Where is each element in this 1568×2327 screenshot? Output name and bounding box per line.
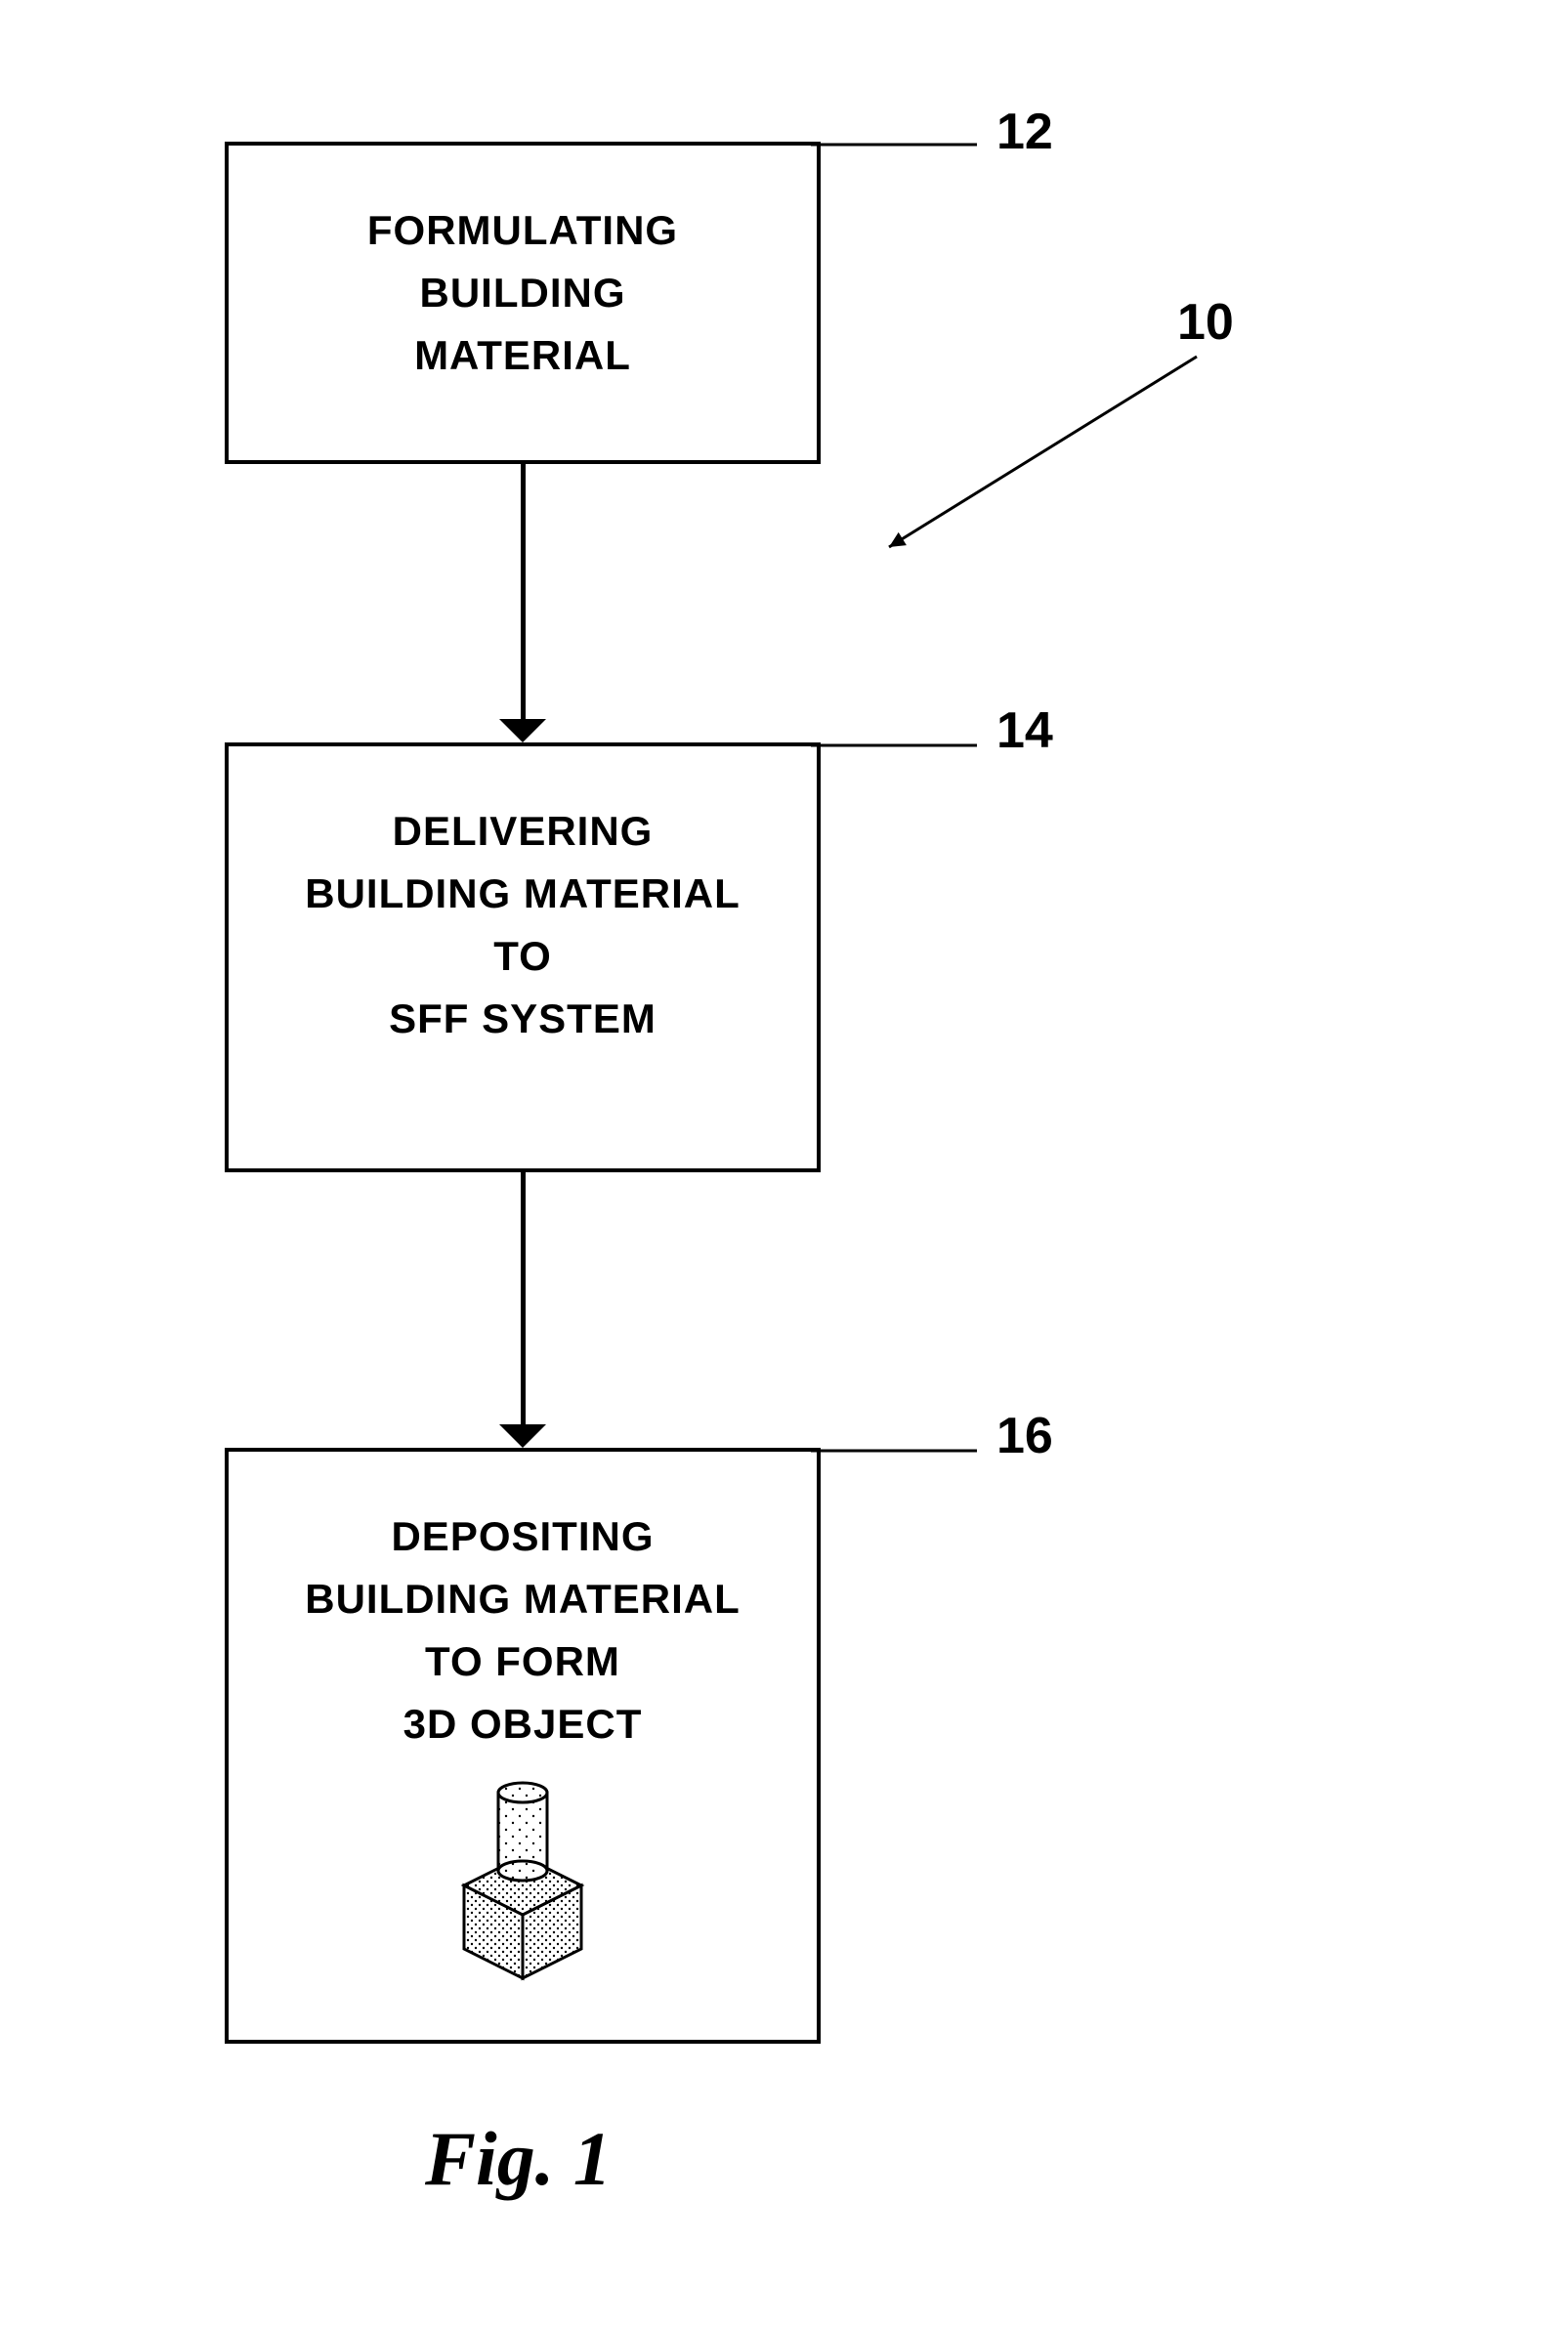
ref-arrow-10 (869, 337, 1216, 567)
ref-leader-16 (811, 1449, 981, 1455)
box14-line1: DELIVERING (393, 800, 654, 863)
box14-line3: TO (493, 925, 552, 988)
ref-leader-12 (811, 143, 981, 148)
ref-label-14: 14 (996, 701, 1053, 760)
arrow-12-to-14-head (499, 719, 546, 742)
box12-line3: MATERIAL (414, 324, 631, 387)
box16-line4: 3D OBJECT (403, 1693, 643, 1756)
box12-line2: BUILDING (420, 262, 626, 324)
box16-line2: BUILDING MATERIAL (305, 1568, 741, 1630)
arrow-12-to-14-line (521, 464, 526, 719)
ref-label-16: 16 (996, 1407, 1053, 1465)
three-d-object-icon (435, 1758, 611, 1983)
box16-line1: DEPOSITING (391, 1505, 654, 1568)
box16-line3: TO FORM (425, 1630, 620, 1693)
box14-line2: BUILDING MATERIAL (305, 863, 741, 925)
arrow-14-to-16-head (499, 1424, 546, 1448)
box14-line4: SFF SYSTEM (389, 988, 657, 1050)
flowchart-box-12: FORMULATING BUILDING MATERIAL (225, 142, 821, 464)
flowchart-box-14: DELIVERING BUILDING MATERIAL TO SFF SYST… (225, 742, 821, 1172)
arrow-14-to-16-line (521, 1172, 526, 1424)
ref-label-12: 12 (996, 103, 1053, 161)
figure-caption: Fig. 1 (425, 2115, 612, 2203)
box12-line1: FORMULATING (367, 199, 678, 262)
ref-leader-14 (811, 743, 981, 749)
